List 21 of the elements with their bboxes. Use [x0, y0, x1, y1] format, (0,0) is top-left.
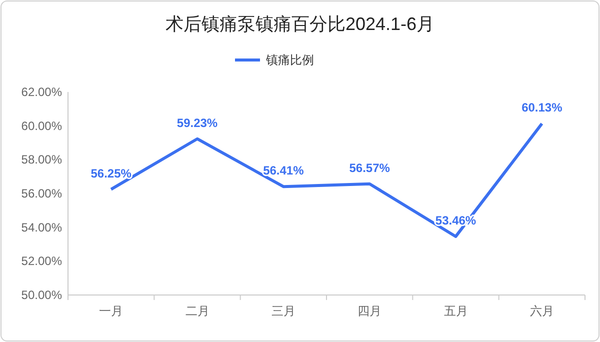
- data-label: 59.23%: [176, 116, 218, 130]
- data-label: 56.25%: [90, 166, 132, 180]
- legend-label: 镇痛比例: [265, 53, 314, 67]
- x-tick-label: 五月: [444, 304, 468, 318]
- x-tick-label: 六月: [530, 304, 554, 318]
- data-label: 60.13%: [522, 100, 563, 115]
- x-tick-label: 一月: [99, 304, 124, 318]
- data-label: 56.41%: [263, 164, 304, 178]
- y-tick-label: 50.00%: [21, 288, 62, 302]
- y-tick-label: 62.00%: [21, 85, 62, 99]
- x-tick-label: 二月: [185, 304, 210, 318]
- y-tick-label: 56.00%: [21, 186, 62, 200]
- chart-title: 术后镇痛泵镇痛百分比2024.1-6月: [165, 14, 435, 34]
- data-label: 56.57%: [349, 160, 390, 175]
- legend: 镇痛比例: [235, 53, 314, 67]
- x-tick-label: 三月: [271, 304, 296, 318]
- x-tick-label: 四月: [358, 304, 382, 318]
- y-tick-label: 58.00%: [21, 152, 62, 167]
- y-tick-label: 54.00%: [21, 220, 62, 234]
- y-tick-label: 60.00%: [21, 118, 62, 133]
- y-tick-label: 52.00%: [21, 254, 62, 268]
